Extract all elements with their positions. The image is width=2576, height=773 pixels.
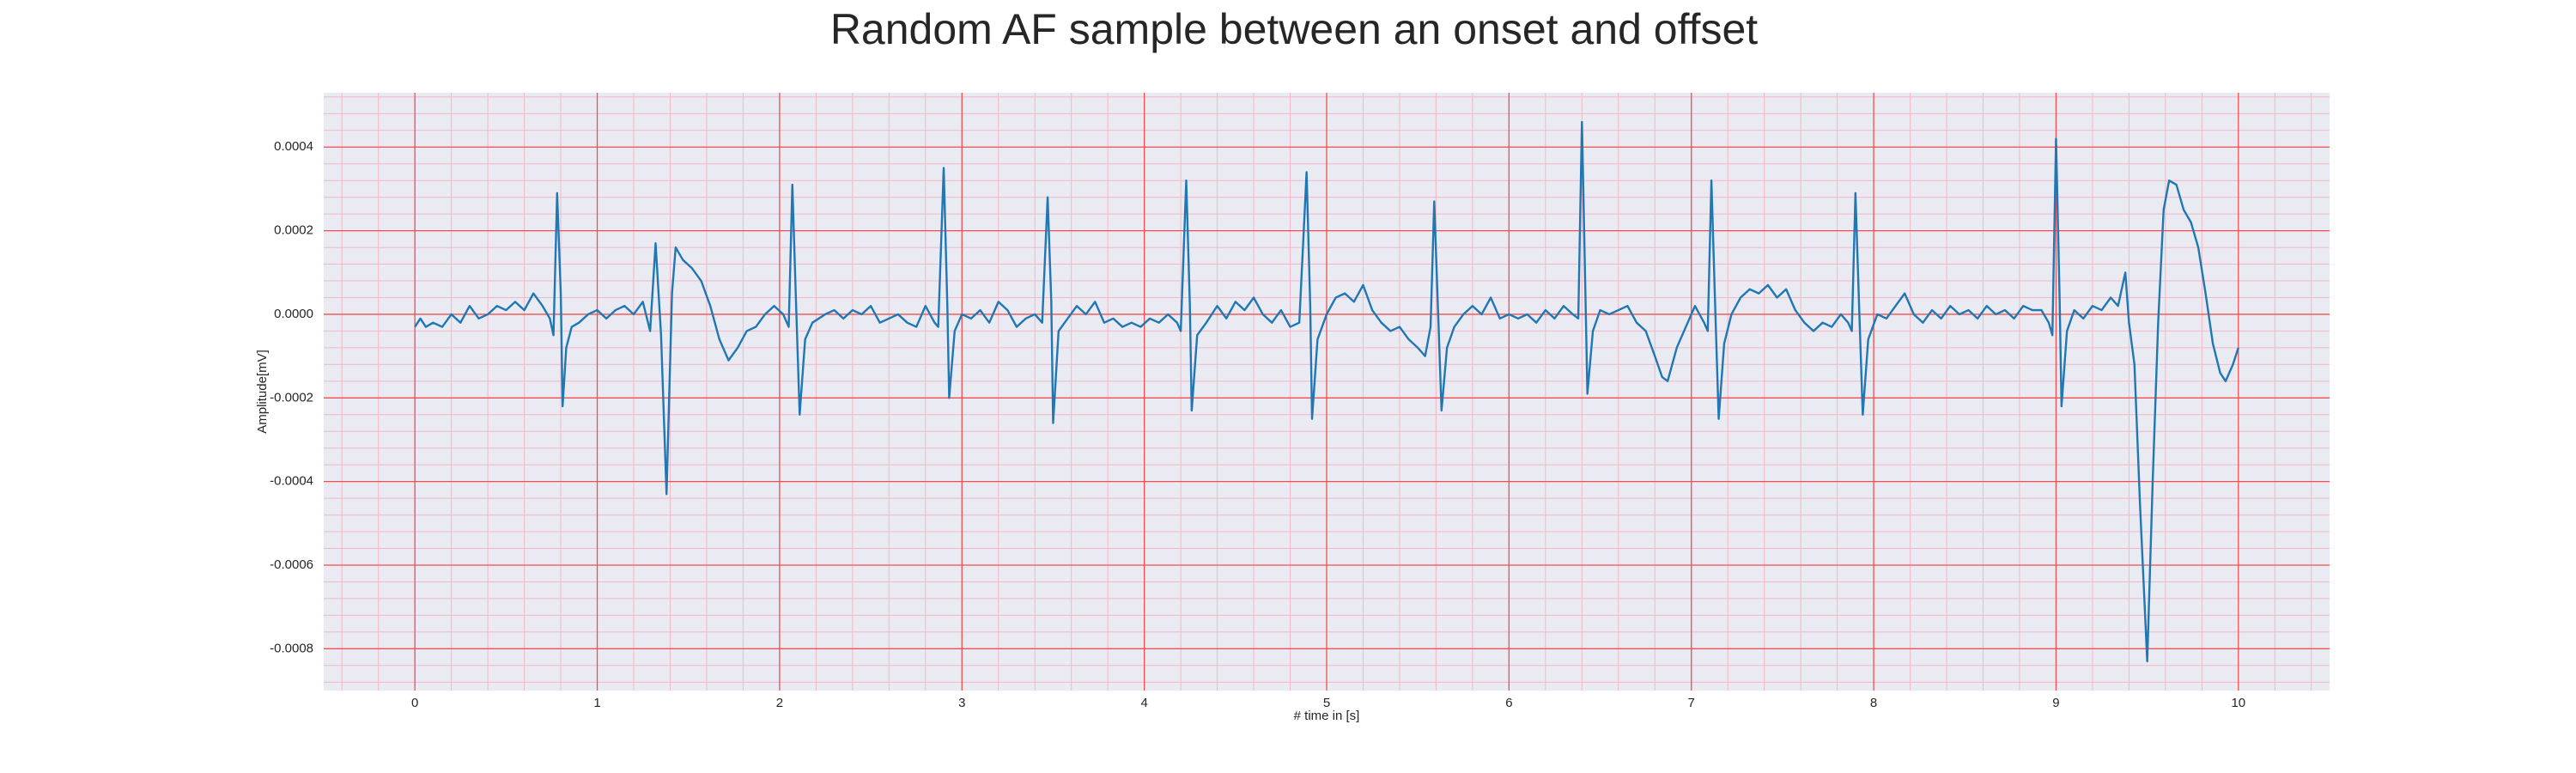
y-tick-label: -0.0004	[270, 474, 313, 489]
y-tick-label: -0.0008	[270, 641, 313, 655]
y-tick-label: 0.0000	[274, 307, 313, 321]
y-tick-label: -0.0006	[270, 557, 313, 572]
x-tick-label: 8	[1870, 696, 1877, 710]
x-tick-label: 4	[1140, 696, 1147, 710]
y-tick-label: -0.0002	[270, 390, 313, 405]
y-tick-label: 0.0002	[274, 223, 313, 238]
x-tick-label: 5	[1323, 696, 1330, 710]
signal-line	[414, 120, 2239, 663]
x-axis-label: # time in [s]	[1294, 709, 1360, 723]
x-tick-label: 0	[411, 696, 418, 710]
y-axis-label: Amplitude[mV]	[255, 350, 270, 434]
chart-title: Random AF sample between an onset and of…	[830, 5, 1758, 53]
x-tick-label: 3	[958, 696, 965, 710]
x-tick-label: 6	[1505, 696, 1512, 710]
x-tick-label: 9	[2052, 696, 2059, 710]
x-tick-label: 1	[593, 696, 600, 710]
x-tick-label: 7	[1688, 696, 1695, 710]
x-tick-label: 2	[776, 696, 783, 710]
x-tick-label: 10	[2231, 696, 2245, 710]
y-tick-label: 0.0004	[274, 139, 313, 154]
